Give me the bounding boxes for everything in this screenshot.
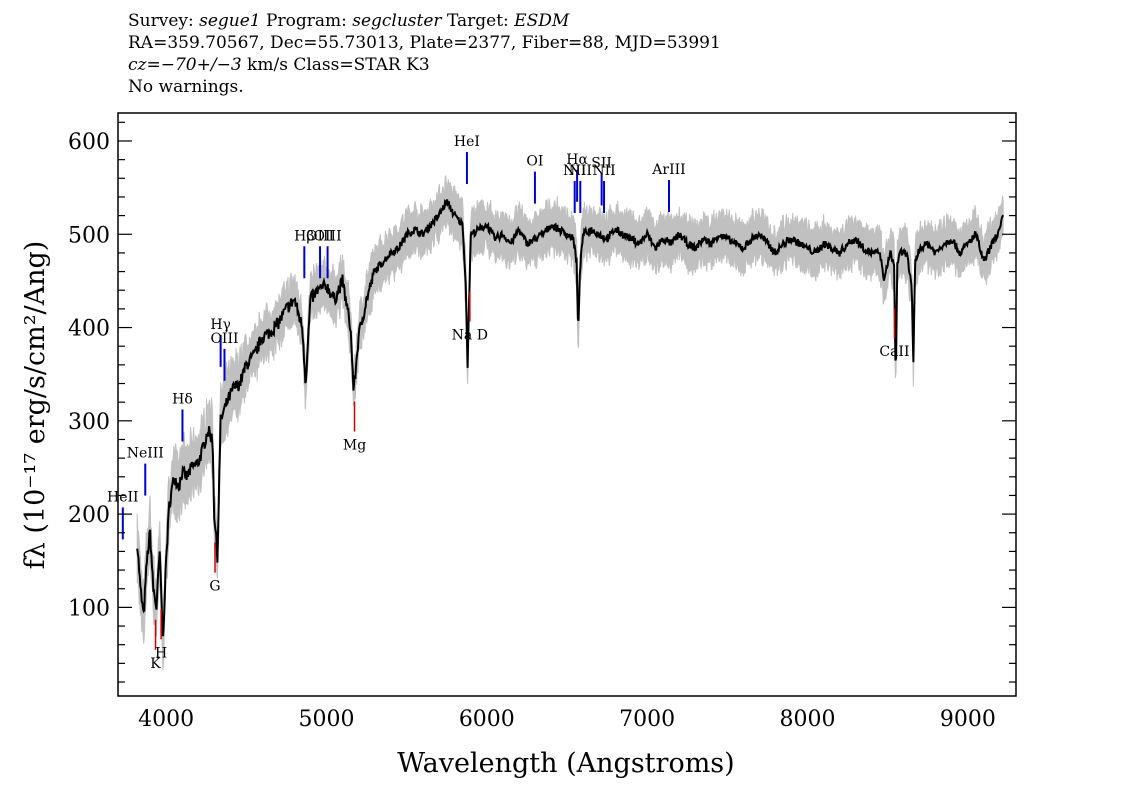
header-line-coordinates: RA=359.70567, Dec=55.73013, Plate=2377, … [128, 33, 721, 53]
x-tick-label: 9000 [940, 707, 996, 732]
x-axis-label: Wavelength (Angstroms) [397, 748, 734, 779]
flux-line [136, 198, 1005, 637]
emission-label-13: SII [591, 155, 612, 171]
emission-label-5: Hβ [294, 228, 314, 244]
plot-frame [117, 112, 1017, 697]
emission-label-11: Hα [566, 152, 588, 168]
header-line-warnings: No warnings. [128, 77, 244, 97]
header-line-survey: Survey: segue1 Program: segcluster Targe… [128, 10, 721, 32]
survey-value: segue1 [199, 11, 261, 31]
emission-label-2: Hδ [172, 391, 193, 407]
x-tick-label: 8000 [780, 707, 836, 732]
header-line-redshift: cz=−70+/−3 km/s Class=STAR K3 [128, 54, 721, 76]
absorption-label-0: K [150, 656, 161, 672]
cz-class: km/s Class=STAR K3 [241, 55, 430, 75]
absorption-label-5: CaII [879, 344, 909, 360]
target-label: Target: [441, 11, 515, 31]
line-markers-layer: HeIINeIIIHδHγOIIIHβOIIIOIIIHeIOINIIHαNII… [107, 134, 909, 672]
emission-label-10: NII [563, 163, 586, 179]
y-tick-label: 200 [68, 503, 110, 528]
x-tick-label: 5000 [298, 707, 354, 732]
emission-label-1: NeIII [127, 446, 164, 462]
emission-label-9: OI [526, 154, 543, 170]
x-tick-label: 4000 [138, 707, 194, 732]
program-label: Program: [260, 11, 353, 31]
error-band [136, 174, 1004, 671]
absorption-label-3: Mg [343, 438, 366, 454]
spectrum-header: Survey: segue1 Program: segcluster Targe… [128, 10, 721, 98]
emission-label-7: OIII [314, 228, 342, 244]
program-value: segcluster [352, 11, 442, 31]
cz-value: =−70+/−3 [146, 55, 242, 75]
x-tick-label: 7000 [619, 707, 675, 732]
emission-label-3: Hγ [210, 317, 231, 333]
y-tick-label: 300 [68, 410, 110, 435]
flux-line-layer [136, 198, 1005, 637]
absorption-label-1: H [155, 645, 167, 661]
emission-label-6: OIII [306, 228, 334, 244]
error-band-layer [136, 174, 1004, 671]
emission-label-8: HeI [454, 134, 480, 150]
axes-layer: 4000 5000 6000 7000 8000 9000 100 200 300 400 500 6… [68, 112, 1017, 732]
cz-label: cz [128, 55, 147, 75]
emission-label-4: OIII [210, 331, 238, 347]
y-axis-label: fλ (10⁻¹⁷ erg/s/cm²/Ang) [20, 241, 51, 570]
y-tick-label: 400 [68, 317, 110, 342]
emission-label-0: HeII [107, 489, 139, 505]
y-tick-label: 100 [68, 596, 110, 621]
x-tick-label: 6000 [459, 707, 515, 732]
absorption-label-4: Na D [452, 327, 488, 343]
emission-label-14: NII [592, 163, 615, 179]
y-tick-label: 600 [68, 130, 110, 155]
target-value: ESDM [514, 11, 570, 31]
y-tick-label: 500 [68, 223, 110, 248]
emission-label-12: NII [569, 163, 592, 179]
emission-label-15: ArIII [651, 162, 685, 178]
absorption-label-2: G [209, 579, 220, 595]
survey-label: Survey: [128, 11, 200, 31]
